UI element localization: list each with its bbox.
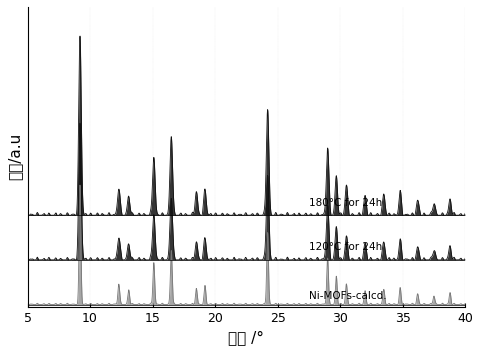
Text: 120°C for 24h: 120°C for 24h	[309, 242, 382, 252]
Text: 180°C for 24h: 180°C for 24h	[309, 197, 382, 208]
X-axis label: 角度 /°: 角度 /°	[228, 330, 264, 345]
Text: Ni-MOFs-calcd.: Ni-MOFs-calcd.	[309, 291, 386, 301]
Y-axis label: 强度/a.u: 强度/a.u	[7, 133, 22, 181]
